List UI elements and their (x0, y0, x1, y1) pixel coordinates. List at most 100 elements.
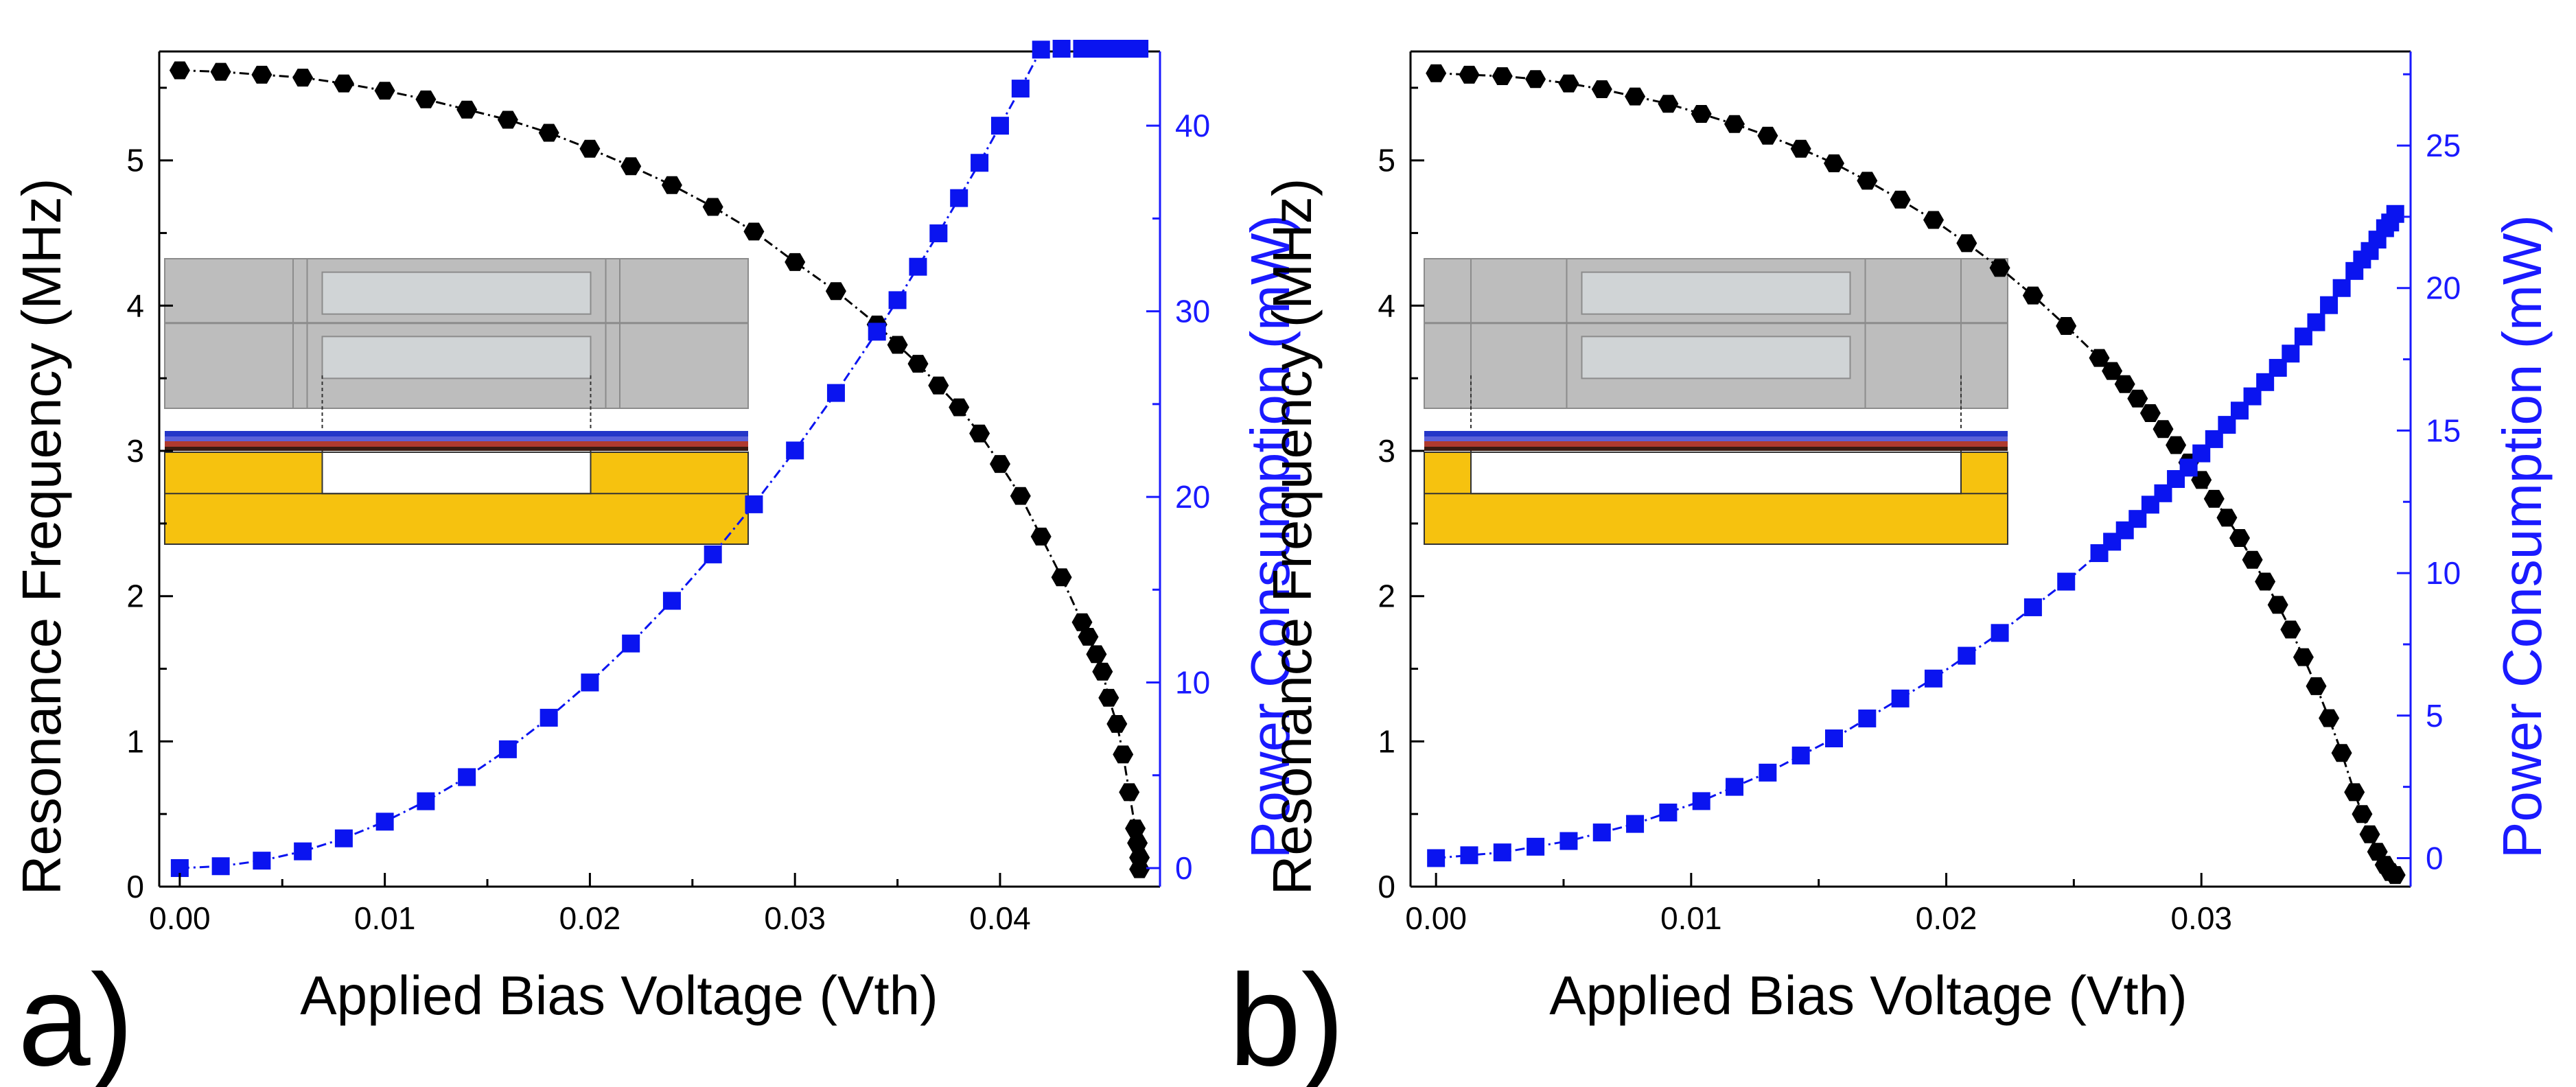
y-right-tick-label: 20 (2426, 270, 2461, 306)
y-left-axis-label-b: Resonance Frequency (MHz) (1262, 178, 1323, 896)
frequency-point (969, 424, 990, 443)
frequency-point (2384, 866, 2406, 885)
y-left-tick-label: 2 (1378, 578, 1395, 614)
y-right-tick-label: 30 (1175, 294, 1210, 329)
power-point (2307, 313, 2325, 331)
power-point (1924, 669, 1942, 688)
inset-top-view (1424, 258, 2008, 409)
inset-cross-section (164, 375, 749, 545)
frequency-point (990, 455, 1010, 474)
power-point (2057, 572, 2076, 591)
inset-top-view (164, 258, 749, 409)
y-left-tick-label: 4 (126, 288, 144, 323)
frequency-point (743, 222, 765, 241)
y-left-tick-label: 5 (126, 143, 144, 178)
frequency-point (2306, 677, 2327, 695)
y-left-tick-label: 3 (1378, 433, 1395, 469)
power-point (786, 441, 804, 460)
x-tick-label: 0.03 (764, 900, 826, 936)
frequency-point (887, 336, 908, 354)
frequency-point (1098, 688, 1119, 707)
power-point (1493, 843, 1511, 862)
frequency-point (1591, 80, 1612, 98)
power-point (334, 829, 353, 848)
frequency-point (1113, 745, 1134, 764)
power-point (1460, 846, 1478, 865)
x-tick-label: 0.01 (354, 900, 416, 936)
power-point (498, 740, 517, 758)
y-right-axis-label-b: Power Consumption (mW) (2492, 215, 2553, 858)
power-point (2332, 279, 2351, 297)
x-tick-label: 0.02 (559, 900, 621, 936)
power-point (950, 189, 968, 207)
frequency-point (1071, 613, 1093, 631)
power-point (211, 857, 230, 876)
y-right-tick-label: 15 (2426, 412, 2461, 448)
frequency-point (2331, 744, 2352, 762)
x-ticks-a: 0.00 0.01 0.02 0.03 0.04 (149, 873, 1031, 936)
frequency-point (2089, 349, 2110, 367)
frequency-point (1691, 105, 1712, 123)
frequency-point (333, 74, 354, 93)
frequency-point (1426, 64, 1447, 82)
power-point (1659, 804, 1678, 822)
power-point (2023, 598, 2042, 616)
power-point (1958, 646, 1976, 665)
frequency-point (2127, 389, 2148, 408)
inset-schematic-a (164, 258, 749, 545)
frequency-point (374, 82, 395, 100)
y-right-tick-label: 10 (2426, 555, 2461, 591)
power-point (458, 768, 476, 786)
power-point (1559, 832, 1578, 850)
series-marks-a (169, 40, 1150, 878)
frequency-point (456, 100, 478, 119)
panel-b: 0.00 0.01 0.02 0.03 0 1 2 3 4 5 0 5 10 15 20 25 Appli… (1229, 50, 2553, 1087)
x-axis-label-a: Applied Bias Voltage (Vth) (300, 965, 938, 1026)
frequency-point (1127, 834, 1148, 852)
power-point (1891, 689, 1910, 708)
frequency-point (928, 376, 949, 395)
frequency-point (2280, 620, 2301, 639)
frequency-point (210, 62, 231, 81)
inset-schematic-b (1424, 258, 2008, 545)
power-point (253, 852, 271, 870)
power-point (1130, 40, 1149, 58)
panel-label-b: b) (1229, 948, 1345, 1087)
power-point (826, 384, 845, 402)
y-left-tick-label: 1 (1378, 723, 1395, 759)
frequency-point (2242, 550, 2263, 569)
frequency-point (1092, 662, 1113, 681)
power-point (417, 792, 435, 810)
power-point (2386, 204, 2404, 223)
frequency-point (2166, 436, 2187, 454)
plot-frame-a (158, 50, 1161, 888)
power-point (909, 257, 927, 276)
frequency-point (2293, 648, 2314, 666)
power-point (1824, 729, 1843, 748)
frequency-point (2359, 825, 2380, 843)
power-point (868, 323, 886, 341)
frequency-point (1086, 645, 1107, 664)
y-right-tick-label: 0 (2426, 840, 2444, 876)
frequency-point (949, 398, 970, 417)
power-point (662, 592, 681, 610)
frequency-point (1106, 715, 1128, 733)
power-point (929, 224, 948, 243)
frequency-point (702, 198, 723, 216)
frequency-point (169, 61, 190, 80)
frequency-point (2022, 286, 2043, 305)
frequency-point (1525, 70, 1546, 89)
x-tick-label: 0.04 (969, 900, 1031, 936)
power-point (1052, 40, 1071, 58)
power-point (581, 673, 599, 692)
frequency-point (2216, 509, 2238, 527)
y-left-tick-label: 5 (1378, 143, 1395, 178)
power-point (622, 634, 640, 653)
frequency-point (1790, 139, 1811, 158)
x-axis-label-b: Applied Bias Voltage (Vth) (1549, 965, 2187, 1026)
frequency-point (1129, 860, 1150, 878)
frequency-point (2267, 596, 2288, 614)
power-point (1858, 709, 1877, 727)
frequency-point (2229, 529, 2250, 547)
